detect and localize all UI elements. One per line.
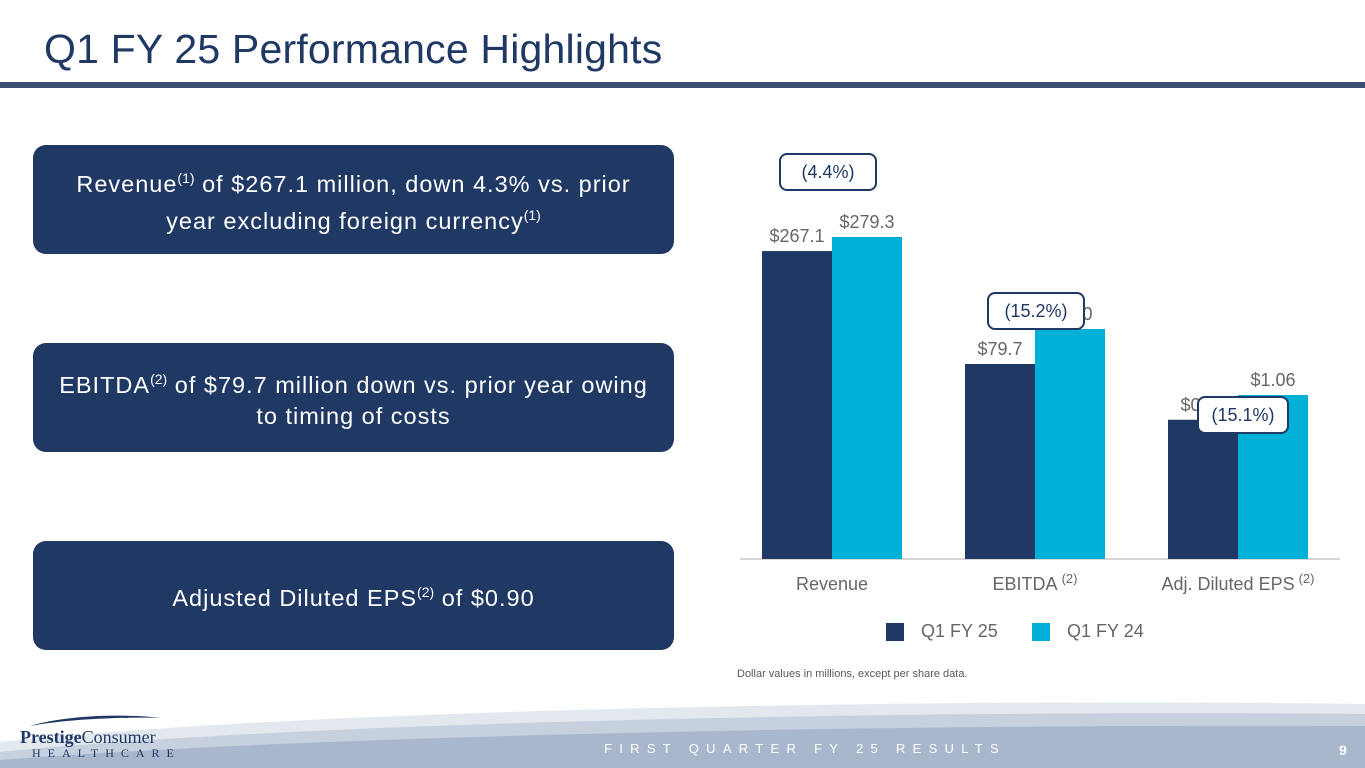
footnote: Dollar values in millions, except per sh… xyxy=(737,668,968,680)
footnote-ref: (1) xyxy=(177,169,195,186)
category-footnote-ref: (2) xyxy=(1062,571,1078,586)
change-callout: (15.2%) xyxy=(987,292,1085,330)
logo-subtitle: HEALTHCARE xyxy=(32,746,181,760)
data-label: $1.06 xyxy=(1250,370,1295,390)
footnote-ref: (2) xyxy=(417,584,435,600)
highlight-revenue-text: of $267.1 million, down 4.3% vs. prior y… xyxy=(166,170,631,234)
category-label: Revenue xyxy=(796,574,868,594)
page-number: 9 xyxy=(1339,742,1347,758)
page-title: Q1 FY 25 Performance Highlights xyxy=(44,26,663,72)
category-label: EBITDA (2) xyxy=(993,571,1078,594)
logo-swoosh-icon xyxy=(30,715,162,726)
data-label: $279.3 xyxy=(839,212,894,232)
legend-item-q1-fy24: Q1 FY 24 xyxy=(1032,621,1144,642)
highlight-ebitda-label: EBITDA xyxy=(59,371,151,398)
logo-brand-2: Consumer xyxy=(81,727,156,747)
footer-band xyxy=(0,702,1365,768)
footnote-ref: (2) xyxy=(150,370,168,387)
highlight-revenue-label: Revenue xyxy=(76,170,178,197)
change-callout: (4.4%) xyxy=(779,153,877,191)
highlight-eps-text: of $0.90 xyxy=(434,585,535,611)
bar-revenue-series-1 xyxy=(832,237,902,559)
data-label: $267.1 xyxy=(769,226,824,246)
highlight-eps-label: Adjusted Diluted EPS xyxy=(172,585,418,611)
highlight-eps: Adjusted Diluted EPS(2) of $0.90 xyxy=(33,541,674,650)
legend-swatch xyxy=(1032,622,1050,641)
title-divider xyxy=(0,82,1365,88)
footnote-ref: (1) xyxy=(523,206,541,223)
logo-brand: Prestige xyxy=(20,727,82,747)
bar-ebitda-series-1 xyxy=(1035,329,1105,559)
highlight-ebitda: EBITDA(2) of $79.7 million down vs. prio… xyxy=(33,343,674,452)
highlight-revenue: Revenue(1) of $267.1 million, down 4.3% … xyxy=(33,145,674,254)
bar-ebitda-series-0 xyxy=(965,363,1035,559)
data-label: $79.7 xyxy=(977,339,1022,359)
bar-revenue-series-0 xyxy=(762,251,832,559)
highlight-ebitda-text: of $79.7 million down vs. prior year owi… xyxy=(167,371,648,429)
category-label: Adj. Diluted EPS (2) xyxy=(1162,571,1315,594)
performance-bar-chart: $267.1$279.3Revenue$79.7$94.0EBITDA(2)$0… xyxy=(740,212,1340,594)
legend-swatch xyxy=(886,622,904,641)
legend-label: Q1 FY 25 xyxy=(921,621,998,641)
category-footnote-ref: (2) xyxy=(1299,571,1315,586)
bar-adj-diluted-eps-series-0 xyxy=(1168,419,1238,559)
footer-text: FIRST QUARTER FY 25 RESULTS xyxy=(604,741,1007,756)
company-logo: PrestigeConsumer HEALTHCARE xyxy=(20,712,174,762)
change-callout: (15.1%) xyxy=(1197,396,1289,434)
legend-label: Q1 FY 24 xyxy=(1067,621,1144,641)
legend-item-q1-fy25: Q1 FY 25 xyxy=(886,621,998,642)
